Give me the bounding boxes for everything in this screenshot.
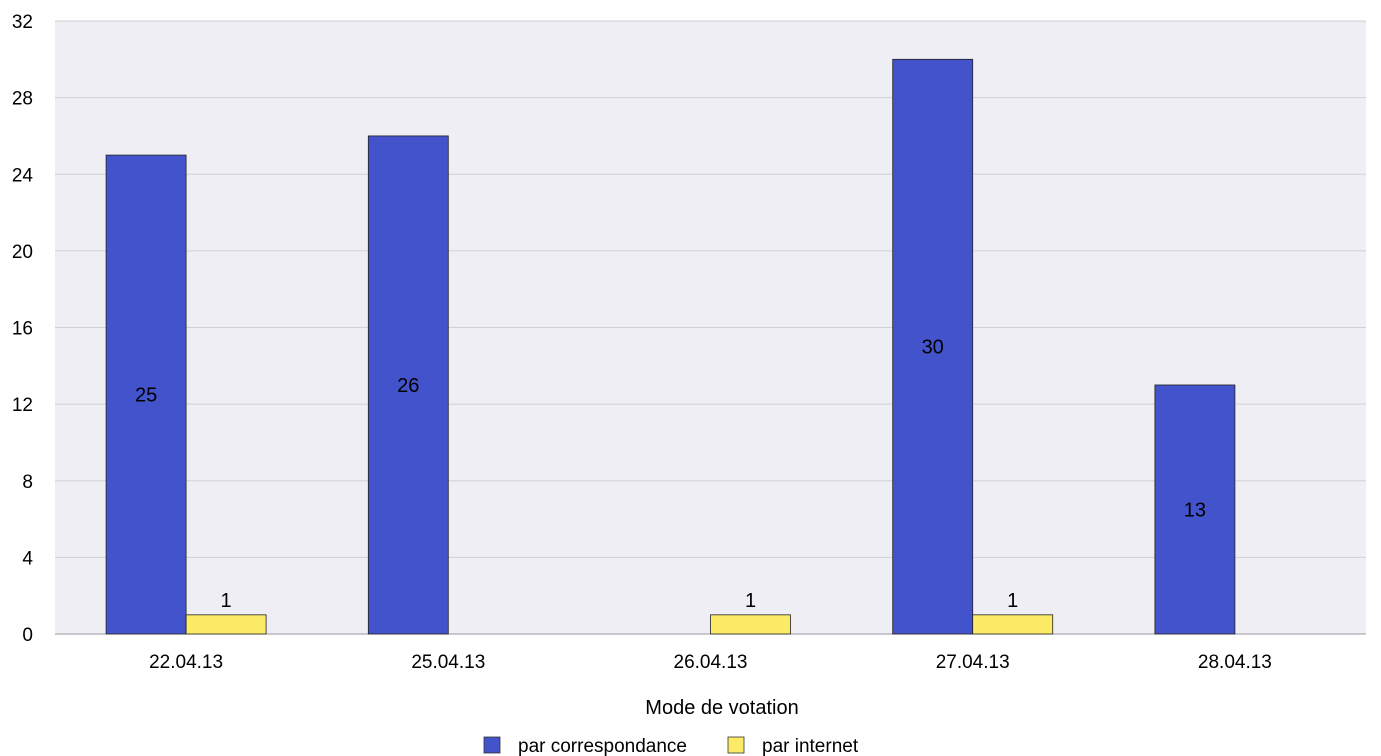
bar	[367, 135, 449, 635]
x-category-label: 22.04.13	[149, 652, 223, 673]
data-label: 13	[1184, 499, 1206, 521]
data-label: 25	[135, 385, 157, 407]
y-tick-label: 8	[22, 472, 33, 493]
y-tick-label: 28	[12, 89, 33, 110]
legend-swatch	[483, 736, 501, 754]
legend: par correspondance par internet	[483, 736, 859, 756]
x-category-label: 27.04.13	[936, 652, 1010, 673]
y-tick-label: 24	[12, 165, 34, 186]
legend-label: par internet	[762, 736, 859, 756]
bars	[105, 58, 1236, 635]
x-axis-title: Mode de votation	[645, 697, 798, 719]
legend-swatch	[727, 736, 745, 754]
bar	[1154, 384, 1236, 635]
bar	[105, 154, 187, 635]
bar	[972, 614, 1054, 635]
data-label: 1	[1007, 590, 1018, 612]
legend-label: par correspondance	[518, 736, 687, 756]
y-tick-label: 12	[12, 395, 33, 416]
y-tick-label: 32	[12, 12, 33, 33]
y-tick-label: 4	[22, 548, 33, 569]
bar	[185, 614, 267, 635]
data-label: 30	[922, 337, 944, 359]
bar	[710, 614, 791, 635]
bar	[892, 58, 974, 635]
x-category-label: 26.04.13	[674, 652, 748, 673]
data-label: 1	[745, 590, 756, 612]
x-category-label: 28.04.13	[1198, 652, 1272, 673]
data-label: 1	[221, 590, 232, 612]
x-category-label: 25.04.13	[411, 652, 485, 673]
data-label: 26	[397, 375, 419, 397]
x-axis-categories: 22.04.13 25.04.13 26.04.13 27.04.13 28.04.13	[149, 652, 1272, 673]
gridlines	[55, 20, 1366, 635]
y-tick-label: 0	[22, 625, 33, 646]
y-tick-label: 20	[12, 242, 33, 263]
y-axis-ticks: 0 4 8 12 16 20 24 28 32	[12, 12, 34, 646]
y-tick-label: 16	[12, 319, 33, 340]
data-labels: 25 1 26 1 30 1 13	[135, 337, 1206, 612]
